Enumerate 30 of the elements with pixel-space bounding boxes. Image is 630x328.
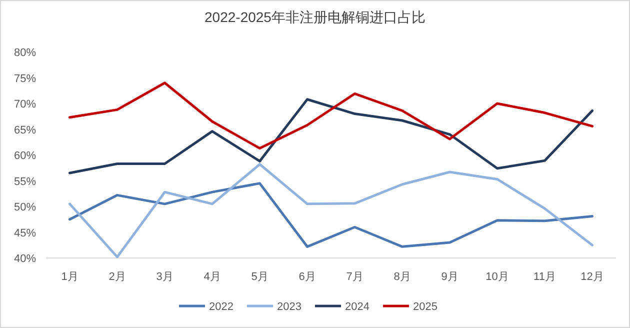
x-tick-label: 11月 bbox=[534, 271, 556, 283]
x-tick-label: 4月 bbox=[204, 271, 221, 283]
line-series bbox=[68, 163, 594, 258]
chart-title: 2022-2025年非注册电解铜进口占比 bbox=[204, 9, 426, 25]
line-series bbox=[68, 182, 594, 248]
legend-label: 2024 bbox=[345, 301, 370, 313]
y-tick-label: 65% bbox=[14, 124, 36, 136]
x-tick-label: 5月 bbox=[251, 271, 268, 283]
y-tick-label: 45% bbox=[14, 227, 36, 240]
x-tick-label: 7月 bbox=[346, 271, 364, 283]
x-tick-label: 10月 bbox=[486, 271, 509, 283]
x-tick-label: 12月 bbox=[580, 271, 604, 283]
y-tick-label: 70% bbox=[14, 98, 36, 110]
y-tick-label: 40% bbox=[14, 253, 36, 265]
y-tick-label: 75% bbox=[14, 72, 36, 85]
x-tick-label: 8月 bbox=[394, 271, 411, 283]
legend-label: 2025 bbox=[413, 301, 438, 313]
legend-label: 2023 bbox=[277, 301, 302, 313]
y-tick-label: 55% bbox=[14, 176, 36, 188]
y-tick-label: 80% bbox=[14, 47, 36, 59]
x-tick-label: 1月 bbox=[61, 271, 78, 283]
x-tick-label: 3月 bbox=[156, 271, 174, 283]
y-tick-label: 50% bbox=[14, 202, 36, 214]
y-tick-label: 60% bbox=[14, 150, 36, 162]
line-series bbox=[68, 98, 594, 174]
x-tick-label: 9月 bbox=[441, 271, 458, 283]
line-series bbox=[68, 82, 594, 150]
legend-label: 2022 bbox=[209, 301, 234, 313]
x-tick-label: 6月 bbox=[298, 271, 316, 283]
x-tick-label: 2月 bbox=[108, 271, 126, 283]
